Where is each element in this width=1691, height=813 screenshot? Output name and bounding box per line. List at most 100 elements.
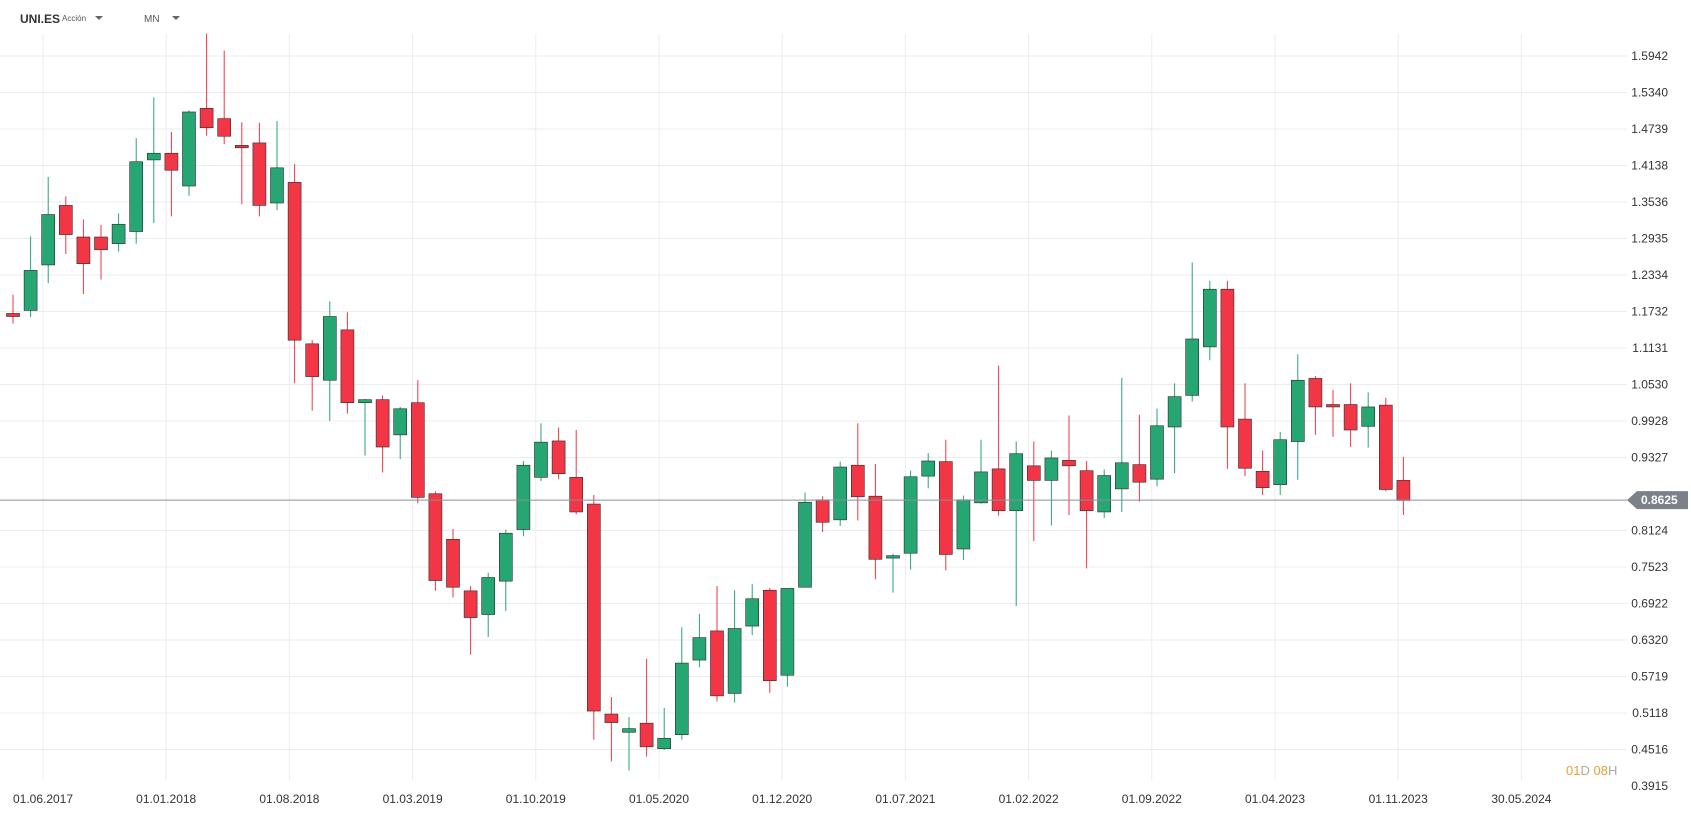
candle bbox=[833, 461, 848, 526]
candle-body bbox=[938, 461, 953, 555]
candle bbox=[182, 110, 196, 196]
instrument-symbol[interactable]: UNI.ES bbox=[20, 12, 61, 26]
x-tick-label: 30.05.2024 bbox=[1491, 792, 1551, 806]
candle bbox=[235, 122, 249, 205]
candle-countdown: 01D 08H bbox=[1566, 763, 1617, 778]
candle bbox=[780, 588, 795, 687]
candle bbox=[657, 708, 672, 750]
candle bbox=[1167, 383, 1182, 474]
candle bbox=[375, 395, 390, 473]
timeframe-selector[interactable]: MN bbox=[144, 14, 160, 25]
candle bbox=[903, 470, 918, 570]
candle-body bbox=[622, 728, 636, 733]
candle-body bbox=[604, 713, 619, 723]
instrument-type: Acción bbox=[62, 14, 87, 23]
y-tick-label: 1.4739 bbox=[1631, 122, 1668, 136]
candle bbox=[340, 312, 355, 414]
y-tick-label: 1.0530 bbox=[1631, 377, 1668, 391]
x-tick-label: 01.02.2022 bbox=[999, 792, 1059, 806]
candle bbox=[1097, 469, 1111, 519]
candle bbox=[622, 717, 636, 771]
candle bbox=[692, 613, 707, 668]
candle bbox=[463, 586, 478, 655]
instrument-dropdown-icon[interactable] bbox=[95, 16, 103, 20]
candle-body bbox=[1185, 338, 1199, 396]
candle-body bbox=[727, 628, 742, 694]
candle-body bbox=[481, 577, 496, 615]
candle-body bbox=[199, 108, 214, 129]
x-tick-label: 01.05.2020 bbox=[629, 792, 689, 806]
candle bbox=[41, 176, 56, 284]
candle-body bbox=[1238, 418, 1252, 469]
candle-body bbox=[58, 205, 73, 235]
candle-body bbox=[569, 477, 584, 513]
x-tick-label: 01.01.2018 bbox=[136, 792, 196, 806]
x-tick-label: 01.06.2017 bbox=[13, 792, 73, 806]
candle-body bbox=[1291, 379, 1305, 442]
x-tick-label: 01.10.2019 bbox=[506, 792, 566, 806]
candle bbox=[1238, 383, 1252, 477]
candle-body bbox=[886, 555, 900, 559]
candle bbox=[516, 460, 531, 537]
candle bbox=[1203, 280, 1217, 361]
candle bbox=[1396, 456, 1411, 515]
candle bbox=[199, 33, 214, 136]
candle bbox=[1027, 441, 1041, 542]
y-tick-label: 1.2334 bbox=[1631, 268, 1668, 282]
x-tick-label: 01.07.2021 bbox=[875, 792, 935, 806]
candle-body bbox=[1079, 470, 1094, 512]
candle-body bbox=[974, 471, 988, 504]
candle bbox=[481, 572, 496, 637]
candle-body bbox=[1167, 396, 1182, 428]
timeframe-dropdown-icon[interactable] bbox=[172, 16, 180, 20]
candle-body bbox=[780, 588, 795, 676]
candle bbox=[23, 236, 38, 318]
candle bbox=[727, 590, 742, 703]
candle bbox=[1079, 460, 1094, 569]
countdown-hours: 08 bbox=[1593, 763, 1608, 778]
candle-body bbox=[287, 182, 302, 341]
candle-body bbox=[1203, 288, 1217, 348]
candle bbox=[921, 453, 936, 489]
y-tick-label: 0.8124 bbox=[1631, 524, 1668, 538]
candle-body bbox=[217, 118, 231, 137]
candle-body bbox=[270, 167, 284, 204]
candle-body bbox=[534, 441, 548, 478]
candle-body bbox=[868, 495, 883, 560]
candle-body bbox=[1115, 462, 1129, 490]
candle bbox=[428, 491, 443, 591]
y-tick-label: 0.5118 bbox=[1632, 706, 1668, 720]
x-tick-label: 01.08.2018 bbox=[259, 792, 319, 806]
candle-body bbox=[322, 316, 337, 381]
x-tick-label: 01.12.2020 bbox=[752, 792, 812, 806]
y-tick-label: 0.6922 bbox=[1631, 596, 1668, 610]
candle bbox=[762, 587, 777, 693]
candle bbox=[6, 294, 20, 324]
candle bbox=[129, 138, 143, 244]
candle-body bbox=[164, 152, 179, 171]
candle-body bbox=[375, 399, 390, 448]
candle bbox=[1185, 262, 1199, 402]
y-tick-label: 0.9327 bbox=[1631, 451, 1668, 465]
candle bbox=[639, 658, 654, 757]
candle bbox=[305, 340, 320, 411]
candle-body bbox=[1361, 406, 1375, 427]
candle bbox=[94, 224, 108, 280]
candle-body bbox=[956, 499, 971, 550]
candle-body bbox=[463, 590, 478, 618]
candle-body bbox=[1379, 404, 1393, 490]
candle-body bbox=[446, 538, 460, 588]
time-axis: 01.06.2017 01.01.2018 01.08.2018 01.03.2019… bbox=[13, 792, 1552, 806]
candle bbox=[604, 697, 619, 762]
candles bbox=[6, 33, 1411, 771]
y-tick-label: 1.2935 bbox=[1631, 232, 1668, 246]
candle-body bbox=[111, 223, 126, 244]
candle-body bbox=[833, 466, 848, 521]
y-tick-label: 0.3915 bbox=[1631, 779, 1668, 793]
y-tick-label: 1.4138 bbox=[1631, 158, 1668, 172]
candle-body bbox=[1009, 453, 1024, 512]
candle bbox=[1308, 375, 1323, 435]
x-tick-label: 01.09.2022 bbox=[1122, 792, 1182, 806]
candle bbox=[322, 301, 337, 421]
